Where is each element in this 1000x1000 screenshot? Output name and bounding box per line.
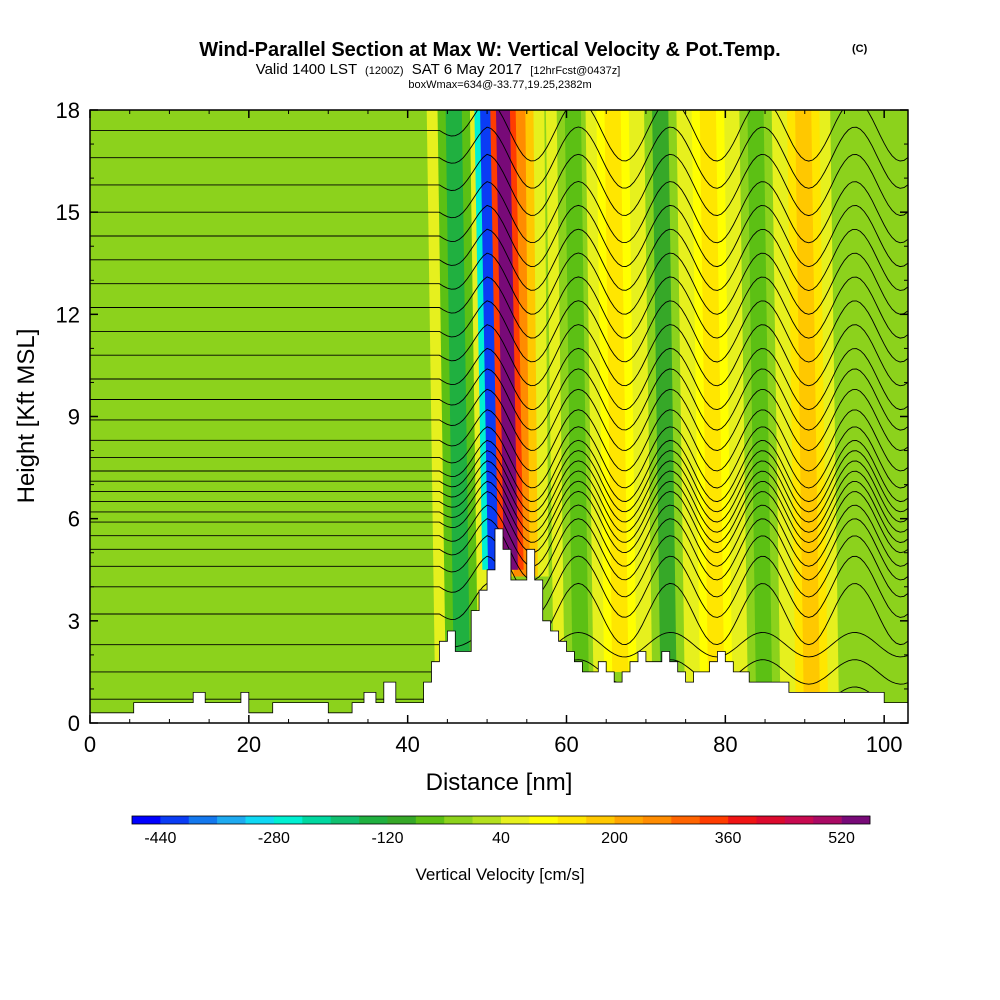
colorbar-tick-label: 520 <box>828 830 855 847</box>
y-tick-label: 15 <box>56 200 80 225</box>
forecast-info: [12hrFcst@0437z] <box>530 65 620 77</box>
colorbar-swatch <box>415 816 445 824</box>
colorbar-swatch <box>444 816 473 824</box>
isentrope-line <box>90 426 908 489</box>
plot-area <box>90 110 908 723</box>
isentrope-line <box>90 276 908 339</box>
isentrope-line <box>90 460 908 523</box>
colorbar-tick-label: 360 <box>715 830 742 847</box>
colorbar-swatch <box>472 816 502 824</box>
velocity-band <box>747 110 773 696</box>
colorbar-tick-label: -280 <box>258 830 290 847</box>
velocity-band <box>604 110 629 672</box>
x-axis: 0 20 40 60 80 100 <box>84 110 903 757</box>
isentrope-line <box>90 347 908 411</box>
isentrope-line <box>90 204 908 268</box>
colorbar-tick-label: -120 <box>371 830 403 847</box>
colorbar-swatch <box>302 816 331 824</box>
colorbar-swatch <box>784 816 814 824</box>
colorbar-swatch <box>245 816 275 824</box>
colorbar-swatch <box>756 816 786 824</box>
colorbar <box>131 815 871 825</box>
valid-time: Valid 1400 LST <box>256 61 357 78</box>
colorbar-tick-label: -440 <box>144 830 176 847</box>
isentrope-line <box>90 228 908 291</box>
colorbar-tick-label: 40 <box>492 830 510 847</box>
x-tick-label: 80 <box>713 732 737 757</box>
colorbar-swatch <box>841 816 871 824</box>
valid-utc: (1200Z) <box>365 65 404 77</box>
colorbar-swatch <box>586 816 615 824</box>
y-tick-label: 0 <box>68 711 80 736</box>
colorbar-label: Vertical Velocity [cm/s] <box>415 865 584 884</box>
colorbar-swatch <box>642 816 672 824</box>
colorbar-swatch <box>217 816 246 824</box>
colorbar-swatch <box>273 816 303 824</box>
colorbar-swatch <box>160 816 190 824</box>
colorbar-tick-label: 200 <box>601 830 628 847</box>
colorbar-swatch <box>188 816 218 824</box>
y-tick-label: 6 <box>68 507 80 532</box>
colorbar-swatch <box>813 816 842 824</box>
isentrope-line <box>90 324 908 387</box>
x-tick-label: 40 <box>395 732 419 757</box>
terrain-mask <box>90 528 908 723</box>
colorbar-swatch <box>132 816 161 824</box>
isentrope-line <box>90 126 908 189</box>
isentrope-line <box>90 409 908 472</box>
colorbar-swatch <box>529 816 559 824</box>
isentrope-line <box>90 480 908 543</box>
colorbar-swatch <box>671 816 700 824</box>
isentrope-line <box>90 153 908 217</box>
colorbar-tick-labels: -440 -280 -120 40 200 360 520 <box>144 830 855 847</box>
colorbar-swatch <box>330 816 360 824</box>
colorbar-swatch <box>728 816 757 824</box>
colorbar-swatch <box>387 816 417 824</box>
isentrope-line <box>90 388 908 452</box>
y-axis-label: Height [Kft MSL] <box>13 329 40 504</box>
colorbar-swatch <box>614 816 644 824</box>
isentrope-line <box>90 181 908 244</box>
velocity-band <box>652 110 677 689</box>
isentrope-line <box>90 368 908 431</box>
valid-date: SAT 6 May 2017 <box>412 61 522 78</box>
colorbar-swatch <box>501 816 530 824</box>
velocity-band <box>564 110 589 672</box>
isentrope-line <box>90 450 908 513</box>
colorbar-swatch <box>699 816 729 824</box>
y-tick-label: 18 <box>56 98 80 123</box>
x-axis-label: Distance [nm] <box>426 769 573 796</box>
isentrope-line <box>90 300 908 363</box>
x-tick-label: 60 <box>554 732 578 757</box>
isentrope-line <box>90 252 908 315</box>
colorbar-frame <box>131 815 871 825</box>
y-axis: 0 3 6 9 12 15 18 <box>56 98 908 736</box>
subtitle-line: Valid 1400 LST (1200Z) SAT 6 May 2017 [1… <box>256 61 621 78</box>
velocity-band <box>445 110 471 689</box>
velocity-band <box>699 110 725 689</box>
updraft-core <box>495 110 518 570</box>
isentrope-line <box>90 490 908 554</box>
x-tick-label: 0 <box>84 732 96 757</box>
y-tick-label: 12 <box>56 302 80 327</box>
box-info: boxWmax=634@-33.77,19.25,2382m <box>408 79 591 91</box>
chart-title: Wind-Parallel Section at Max W: Vertical… <box>199 39 780 61</box>
colorbar-swatch <box>557 816 587 824</box>
isentrope-line <box>90 470 908 533</box>
velocity-band <box>795 110 820 696</box>
copyright-mark: (C) <box>852 43 868 55</box>
y-tick-label: 3 <box>68 609 80 634</box>
isentrope-line <box>90 439 908 503</box>
colorbar-swatch <box>359 816 388 824</box>
x-tick-label: 20 <box>237 732 261 757</box>
x-tick-label: 100 <box>866 732 903 757</box>
y-tick-label: 9 <box>68 405 80 430</box>
isentrope-line <box>90 504 908 567</box>
